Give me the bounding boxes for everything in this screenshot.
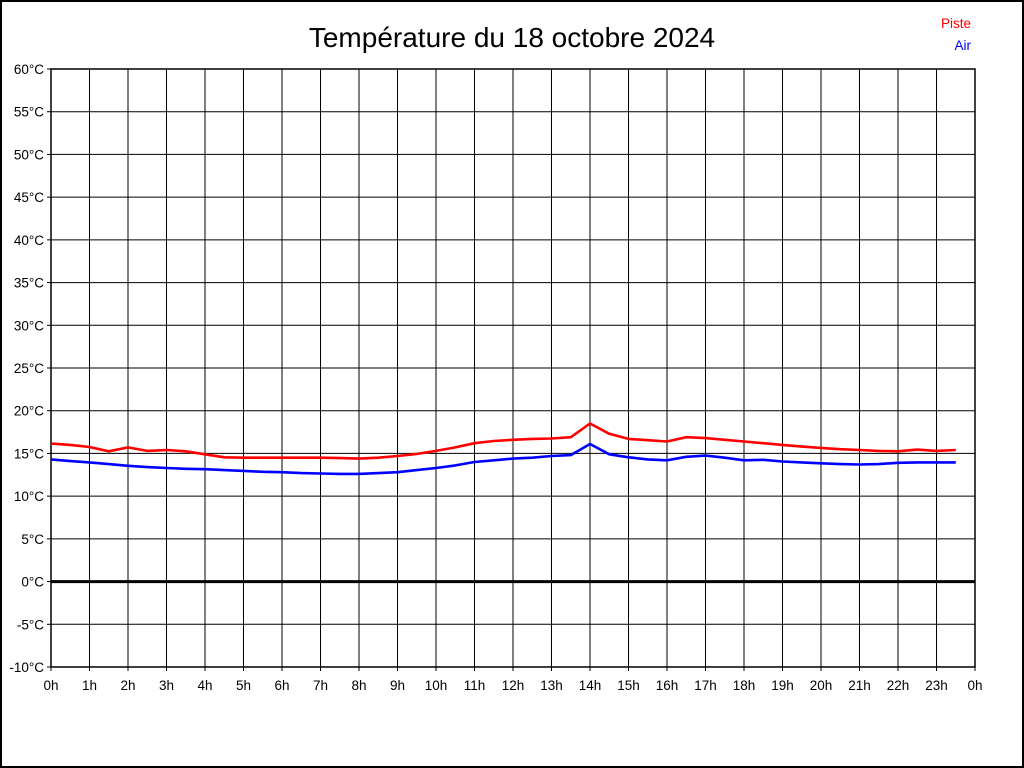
y-axis-label: 10°C bbox=[14, 489, 44, 504]
x-axis-label: 4h bbox=[197, 678, 212, 693]
y-axis-label: 25°C bbox=[14, 361, 44, 376]
legend-item-piste: Piste bbox=[940, 16, 971, 31]
y-axis-label: -10°C bbox=[9, 660, 44, 675]
legend-item-air: Air bbox=[954, 38, 972, 53]
x-axis-label: 15h bbox=[617, 678, 640, 693]
y-axis-label: 15°C bbox=[14, 446, 44, 461]
x-axis-label: 8h bbox=[351, 678, 366, 693]
y-axis-label: 60°C bbox=[14, 62, 44, 77]
x-axis-label: 0h bbox=[967, 678, 982, 693]
y-axis-label: 40°C bbox=[14, 233, 44, 248]
x-axis-label: 17h bbox=[694, 678, 717, 693]
x-axis-label: 0h bbox=[43, 678, 58, 693]
y-axis-label: 5°C bbox=[21, 532, 44, 547]
y-axis-label: 0°C bbox=[21, 575, 44, 590]
x-axis-label: 23h bbox=[925, 678, 948, 693]
series-line-air bbox=[50, 442, 956, 476]
y-axis-label: 30°C bbox=[14, 318, 44, 333]
y-axis-label: 35°C bbox=[14, 276, 44, 291]
x-axis-label: 11h bbox=[464, 678, 486, 693]
y-axis-label: 55°C bbox=[14, 105, 44, 120]
x-axis-label: 7h bbox=[313, 678, 328, 693]
x-axis-label: 12h bbox=[502, 678, 525, 693]
x-axis-label: 22h bbox=[887, 678, 910, 693]
y-axis-label: 45°C bbox=[14, 190, 44, 205]
plot-border bbox=[50, 68, 976, 668]
x-axis-label: 20h bbox=[810, 678, 833, 693]
x-axis-label: 16h bbox=[656, 678, 679, 693]
x-axis-label: 18h bbox=[733, 678, 756, 693]
x-axis-label: 19h bbox=[771, 678, 794, 693]
x-axis-label: 6h bbox=[274, 678, 289, 693]
x-axis-label: 2h bbox=[120, 678, 135, 693]
legend: Piste Air bbox=[941, 13, 971, 57]
x-axis-label: 9h bbox=[390, 678, 405, 693]
y-axis-label: 20°C bbox=[14, 404, 44, 419]
y-axis-label: 50°C bbox=[14, 147, 44, 162]
x-axis-label: 21h bbox=[848, 678, 871, 693]
x-axis-label: 10h bbox=[425, 678, 448, 693]
x-axis-label: 1h bbox=[82, 678, 97, 693]
y-axis-label: -5°C bbox=[17, 617, 44, 632]
chart-title: Température du 18 octobre 2024 bbox=[308, 22, 716, 53]
series-line-piste bbox=[50, 422, 956, 460]
x-axis-label: 3h bbox=[159, 678, 174, 693]
x-axis-label: 13h bbox=[540, 678, 563, 693]
x-axis-label: 5h bbox=[236, 678, 251, 693]
x-axis-label: 14h bbox=[579, 678, 602, 693]
